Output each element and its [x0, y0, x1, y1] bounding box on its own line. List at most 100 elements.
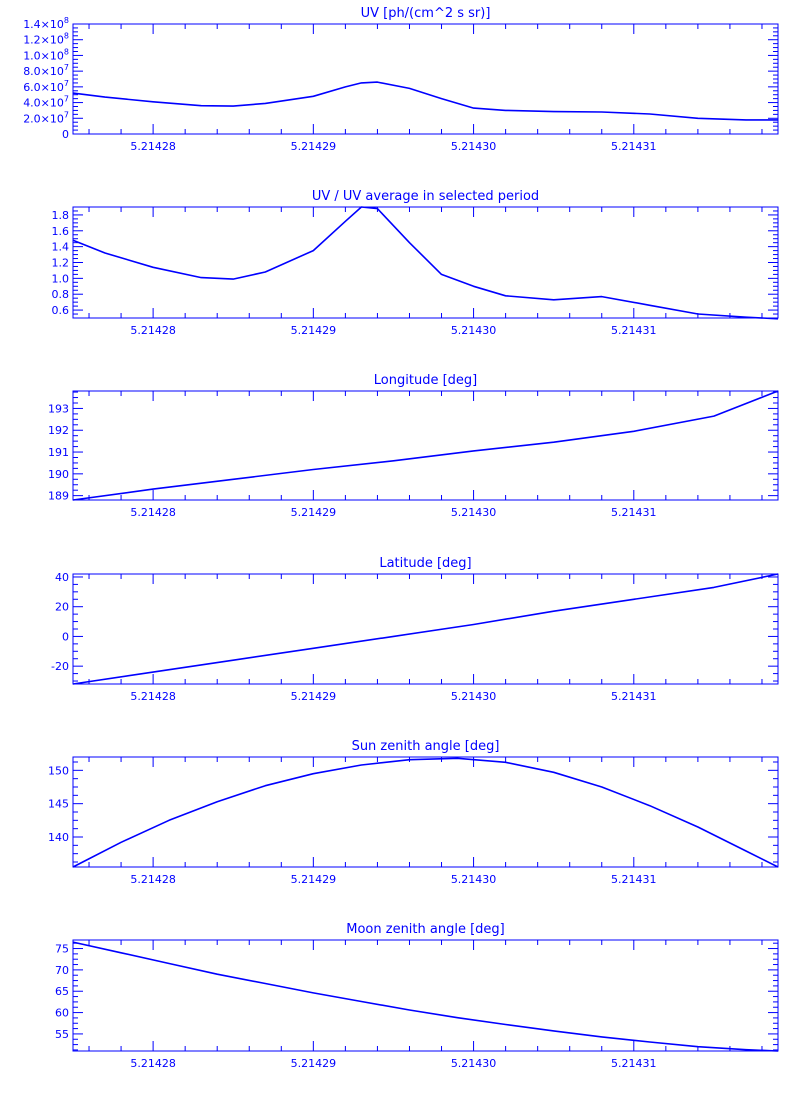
y-tick-mantissa: 190	[48, 468, 69, 481]
y-tick-label: -20	[51, 660, 69, 673]
y-tick-mantissa: 55	[55, 1028, 69, 1041]
y-tick-label: 189	[48, 490, 69, 503]
chart-title: Longitude [deg]	[374, 373, 477, 388]
y-tick-label: 20	[55, 601, 69, 614]
x-tick-label: 5.21429	[291, 690, 337, 703]
y-tick-label: 4.0×107	[23, 95, 69, 110]
y-tick-label: 1.0	[52, 272, 70, 285]
y-tick-mantissa: 0.8	[52, 288, 70, 301]
y-tick-exponent: 8	[64, 47, 69, 56]
y-tick-mantissa: 65	[55, 985, 69, 998]
y-tick-mantissa: 20	[55, 601, 69, 614]
plot-frame	[72, 390, 779, 501]
y-tick-label: 1.2×108	[23, 32, 69, 47]
y-tick-mantissa: 1.6	[52, 225, 70, 238]
y-tick-label: 75	[55, 943, 69, 956]
chart-title: Moon zenith angle [deg]	[346, 922, 504, 937]
y-tick-mantissa: 1.0×10	[23, 49, 64, 62]
x-tick-label: 5.21428	[130, 690, 176, 703]
y-tick-mantissa: 4.0×10	[23, 97, 64, 110]
chart-panel-5: Sun zenith angle [deg] 5.21428 5.21429 5.21…	[48, 739, 779, 886]
y-tick-label: 70	[55, 964, 69, 977]
y-tick-mantissa: 145	[48, 798, 69, 811]
y-tick-label: 191	[48, 446, 69, 459]
y-tick-mantissa: 8.0×10	[23, 65, 64, 78]
chart-panel-4: Latitude [deg] 5.21428 5.21429 5.21430 5.214…	[51, 556, 779, 703]
x-tick-label: 5.21430	[451, 140, 497, 153]
x-tick-label: 5.21430	[451, 690, 497, 703]
y-tick-label: 0.8	[52, 288, 70, 301]
x-tick-label: 5.21431	[611, 140, 657, 153]
chart-panel-1: UV [ph/(cm^2 s sr)] 5.21428 5.21429 5.21430…	[23, 6, 779, 153]
x-tick-label: 5.21429	[291, 506, 337, 519]
chart-title: UV [ph/(cm^2 s sr)]	[361, 6, 491, 21]
y-tick-mantissa: 1.8	[52, 209, 70, 222]
y-tick-label: 65	[55, 985, 69, 998]
y-tick-label: 145	[48, 798, 69, 811]
y-tick-exponent: 7	[64, 63, 69, 72]
chart-title: Latitude [deg]	[379, 556, 471, 571]
chart-panel-2: UV / UV average in selected period 5.2142…	[52, 189, 779, 337]
x-tick-label: 5.21431	[611, 506, 657, 519]
x-tick-label: 5.21428	[130, 140, 176, 153]
series-line	[72, 390, 779, 501]
y-tick-mantissa: 70	[55, 964, 69, 977]
x-tick-label: 5.21429	[291, 873, 337, 886]
y-tick-label: 1.8	[52, 209, 70, 222]
x-tick-label: 5.21431	[611, 1057, 657, 1070]
y-tick-label: 1.6	[52, 225, 70, 238]
x-tick-label: 5.21428	[130, 873, 176, 886]
y-tick-label: 1.2	[52, 257, 70, 270]
y-tick-mantissa: 6.0×10	[23, 81, 64, 94]
x-tick-label: 5.21430	[451, 324, 497, 337]
chart-panel-6: Moon zenith angle [deg] 5.21428 5.21429 5.2…	[55, 922, 779, 1070]
plot-frame	[72, 23, 779, 135]
x-tick-label: 5.21428	[130, 1057, 176, 1070]
y-tick-label: 0.6	[52, 304, 70, 317]
y-tick-mantissa: 191	[48, 446, 69, 459]
y-tick-exponent: 8	[64, 32, 69, 41]
y-tick-mantissa: 189	[48, 490, 69, 503]
y-tick-exponent: 7	[64, 110, 69, 119]
x-tick-label: 5.21429	[291, 1057, 337, 1070]
x-tick-label: 5.21428	[130, 324, 176, 337]
chart-panel-3: Longitude [deg] 5.21428 5.21429 5.21430 5.21…	[48, 373, 779, 519]
y-tick-exponent: 7	[64, 79, 69, 88]
y-tick-exponent: 8	[64, 16, 69, 25]
y-tick-mantissa: 150	[48, 764, 69, 777]
y-tick-mantissa: 0.6	[52, 304, 70, 317]
y-tick-label: 150	[48, 764, 69, 777]
y-tick-label: 1.4×108	[23, 16, 69, 31]
y-tick-label: 140	[48, 831, 69, 844]
x-tick-label: 5.21429	[291, 140, 337, 153]
x-tick-label: 5.21430	[451, 506, 497, 519]
x-tick-label: 5.21430	[451, 1057, 497, 1070]
y-tick-mantissa: 75	[55, 943, 69, 956]
chart-title: UV / UV average in selected period	[312, 189, 539, 204]
x-tick-label: 5.21428	[130, 506, 176, 519]
y-tick-exponent: 7	[64, 95, 69, 104]
y-tick-label: 0	[62, 128, 69, 141]
series-line	[72, 573, 779, 685]
y-tick-mantissa: 60	[55, 1007, 69, 1020]
y-tick-label: 6.0×107	[23, 79, 69, 94]
y-tick-mantissa: 0	[62, 128, 69, 141]
plot-frame	[72, 939, 779, 1052]
y-tick-mantissa: 1.2	[52, 257, 70, 270]
y-tick-mantissa: 1.4×10	[23, 18, 64, 31]
series-line	[72, 81, 778, 121]
series-line	[72, 757, 779, 868]
y-tick-mantissa: 2.0×10	[23, 112, 64, 125]
y-tick-label: 193	[48, 402, 69, 415]
series-line	[72, 941, 779, 1052]
y-tick-mantissa: 1.2×10	[23, 34, 64, 47]
y-tick-mantissa: -20	[51, 660, 69, 673]
plot-frame	[72, 756, 779, 868]
y-tick-label: 8.0×107	[23, 63, 69, 78]
y-tick-mantissa: 0	[62, 630, 69, 643]
y-tick-label: 1.4	[52, 241, 70, 254]
x-tick-label: 5.21431	[611, 690, 657, 703]
y-tick-label: 0	[62, 630, 69, 643]
